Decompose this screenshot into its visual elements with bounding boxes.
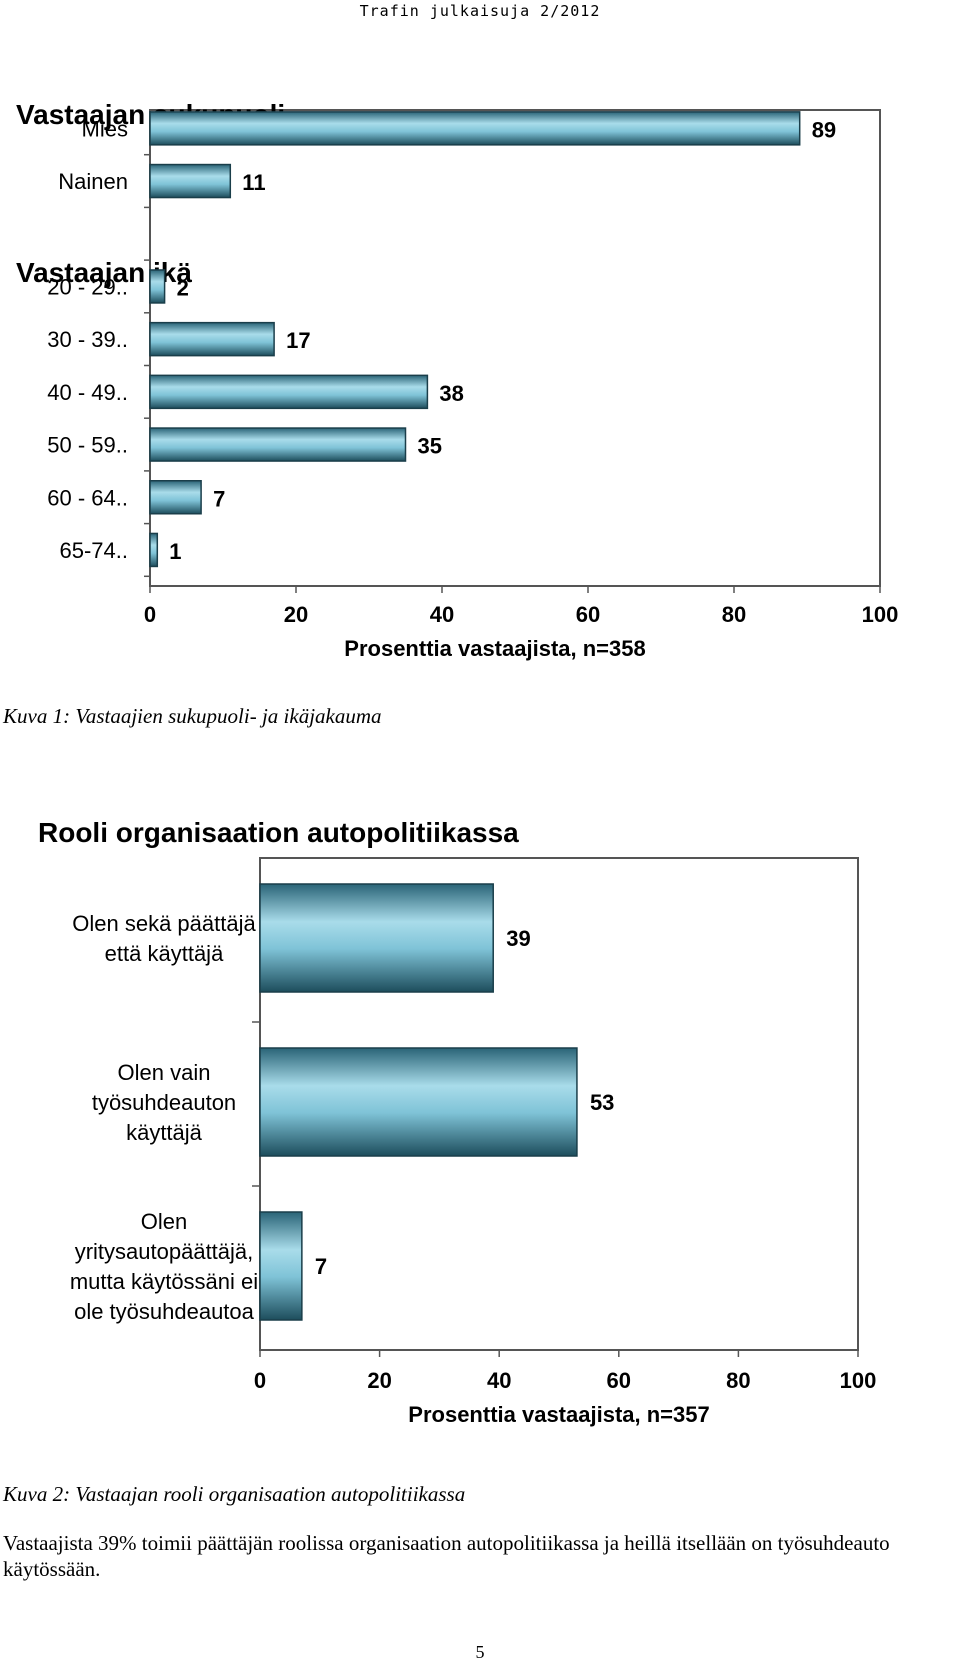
x-tick-label: 20: [284, 602, 308, 627]
bar: [149, 269, 166, 304]
data-label: 2: [177, 275, 189, 300]
bar: [149, 163, 232, 199]
bar: [259, 883, 494, 993]
x-tick-label: 80: [726, 1368, 750, 1393]
body-paragraph: Vastaajista 39% toimii päättäjän rooliss…: [3, 1531, 890, 1581]
category-label-line: työsuhdeauton: [92, 1090, 236, 1115]
figure1-caption: Kuva 1: Vastaajien sukupuoli- ja ikäjaka…: [3, 704, 382, 728]
page-number: 5: [475, 1642, 485, 1662]
data-label: 7: [213, 486, 225, 511]
bar: [149, 321, 275, 357]
x-tick-label: 0: [254, 1368, 266, 1393]
category-label: Mies: [82, 116, 128, 141]
document-header: Trafin julkaisuja 2/2012: [359, 2, 601, 20]
x-tick-label: 0: [144, 602, 156, 627]
x-tick-label: 40: [430, 602, 454, 627]
category-label: 60 - 64..: [47, 485, 128, 510]
category-label: 20 - 29..: [47, 274, 128, 299]
bar: [149, 480, 202, 515]
category-label-line: yritysautopäättäjä,: [75, 1239, 254, 1264]
bar: [149, 111, 801, 146]
x-axis-title: Prosenttia vastaajista, n=358: [344, 636, 645, 661]
bar: [149, 427, 407, 462]
x-tick-label: 60: [607, 1368, 631, 1393]
x-tick-label: 20: [367, 1368, 391, 1393]
chart-title: Rooli organisaation autopolitiikassa: [38, 817, 519, 848]
data-label: 89: [812, 117, 836, 142]
bar: [259, 1047, 578, 1157]
category-label-line: käyttäjä: [126, 1120, 203, 1145]
data-label: 35: [418, 434, 442, 459]
category-label: Nainen: [58, 169, 128, 194]
bar: [149, 374, 429, 410]
x-tick-label: 100: [862, 602, 899, 627]
category-label: Olen yritysautopäättäjä, mutta käytössäni …: [70, 1209, 258, 1324]
x-tick-label: 100: [840, 1368, 877, 1393]
x-tick-label: 40: [487, 1368, 511, 1393]
category-label: 40 - 49..: [47, 380, 128, 405]
category-label: Olen sekä päättäjä että käyttäjä: [72, 911, 256, 966]
category-label: 65-74..: [60, 538, 129, 563]
chart-role: Rooli organisaation autopolitiikassa Olen…: [38, 817, 876, 1427]
data-label: 39: [506, 926, 530, 951]
data-label: 7: [315, 1254, 327, 1279]
chart-gender-age: Vastaajan sukupuoliVastaajan ikäMies89Na…: [16, 99, 898, 661]
bar: [149, 532, 159, 568]
data-label: 1: [169, 539, 181, 564]
figure2-caption: Kuva 2: Vastaajan rooli organisaation au…: [3, 1482, 466, 1506]
category-label-line: että käyttäjä: [105, 941, 224, 966]
data-label: 17: [286, 328, 310, 353]
category-label: 30 - 39..: [47, 327, 128, 352]
data-label: 11: [242, 170, 265, 195]
category-label-line: Olen sekä päättäjä: [72, 911, 256, 936]
data-label: 38: [439, 381, 463, 406]
x-axis-title: Prosenttia vastaajista, n=357: [408, 1402, 709, 1427]
category-label-line: Olen: [141, 1209, 187, 1234]
bar: [259, 1211, 303, 1321]
category-label: Olen vain työsuhdeauton käyttäjä: [92, 1060, 236, 1145]
category-label-line: ole työsuhdeautoa: [74, 1299, 255, 1324]
x-tick-label: 80: [722, 602, 746, 627]
category-label-line: mutta käytössäni ei: [70, 1269, 258, 1294]
data-label: 53: [590, 1090, 614, 1115]
x-tick-label: 60: [576, 602, 600, 627]
category-label-line: Olen vain: [118, 1060, 211, 1085]
category-label: 50 - 59..: [47, 433, 128, 458]
